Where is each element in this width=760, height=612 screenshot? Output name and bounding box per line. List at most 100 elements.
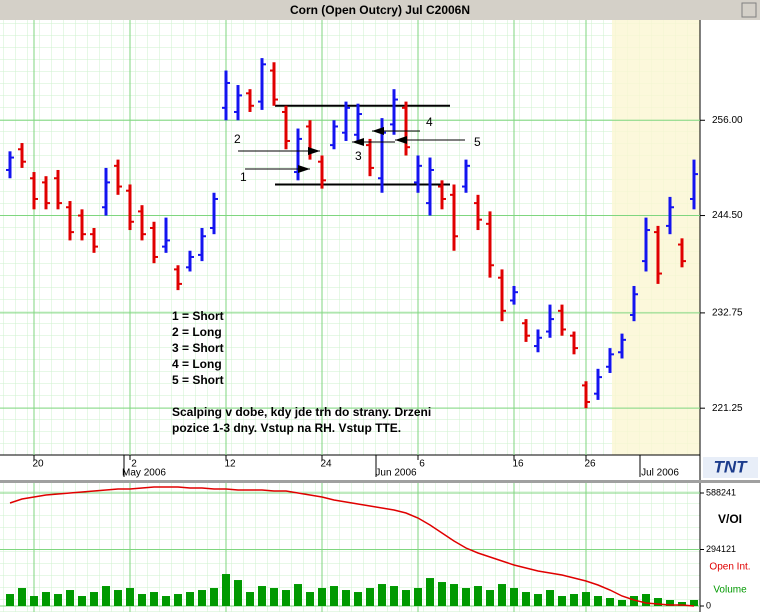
volume-bar: [402, 590, 410, 606]
x-tick-label: 12: [224, 459, 236, 470]
volume-bar: [258, 586, 266, 606]
volume-bar: [618, 600, 626, 606]
current-month-shade: [612, 20, 700, 455]
arrow-head: [308, 147, 320, 155]
arrow-label: 5: [474, 135, 481, 149]
volume-bar: [474, 586, 482, 606]
price-plot: [0, 20, 700, 455]
volume-bar: [42, 592, 50, 606]
volume-bar: [114, 590, 122, 606]
volume-bar: [378, 584, 386, 606]
x-tick-label: 24: [320, 459, 332, 470]
note: 2 = Long: [172, 325, 222, 339]
volume-bar: [450, 584, 458, 606]
volume-bar: [678, 602, 686, 606]
volume-bar: [498, 584, 506, 606]
y-tick-label: 232.75: [712, 308, 743, 319]
x-tick-label: 2: [131, 459, 137, 470]
volume-bar: [222, 574, 230, 606]
volume-bar: [414, 588, 422, 606]
x-tick-label: 16: [512, 459, 524, 470]
volume-bar: [78, 596, 86, 606]
volume-bar: [90, 592, 98, 606]
legend-entry: Open Int.: [709, 562, 750, 573]
month-label: Jul 2006: [641, 468, 679, 479]
volume-bar: [390, 586, 398, 606]
volume-bar: [630, 596, 638, 606]
volume-bar: [522, 592, 530, 606]
y-tick-label: 0: [706, 600, 711, 610]
arrow-head: [372, 127, 384, 135]
x-tick-label: 20: [32, 459, 44, 470]
x-tick-label: 6: [419, 459, 425, 470]
note: 4 = Long: [172, 357, 222, 371]
volume-bar: [174, 594, 182, 606]
volume-bar: [570, 594, 578, 606]
arrow-label: 2: [234, 132, 241, 146]
volume-bar: [462, 588, 470, 606]
volume-bar: [138, 594, 146, 606]
chart-title: Corn (Open Outcry) Jul C2006N: [290, 3, 470, 17]
panel-divider: [0, 480, 760, 483]
x-tick-label: 26: [584, 459, 596, 470]
volume-bar: [198, 590, 206, 606]
note: 5 = Short: [172, 373, 224, 387]
arrow-head: [395, 136, 407, 144]
volume-bar: [150, 592, 158, 606]
volume-bar: [30, 596, 38, 606]
volume-bar: [294, 584, 302, 606]
volume-bar: [666, 600, 674, 606]
volume-bar: [690, 600, 698, 606]
y-tick-label: 221.25: [712, 403, 743, 414]
volume-bar: [606, 598, 614, 606]
volume-bar: [234, 580, 242, 606]
volume-bar: [354, 592, 362, 606]
month-label: Jun 2006: [375, 468, 417, 479]
y-tick-label: 244.50: [712, 210, 743, 221]
volume-bar: [126, 588, 134, 606]
volume-bar: [6, 594, 14, 606]
volume-bar: [534, 594, 542, 606]
logo: TNT: [713, 457, 748, 476]
close-button[interactable]: [741, 2, 757, 18]
y-tick-label: 588241: [706, 487, 736, 497]
volume-bar: [66, 590, 74, 606]
volume-bar: [306, 592, 314, 606]
volume-bar: [186, 592, 194, 606]
open-interest-line: [9, 486, 695, 607]
title-bar: [0, 0, 760, 20]
comment: pozice 1-3 dny. Vstup na RH. Vstup TTE.: [172, 421, 401, 435]
volume-bar: [546, 590, 554, 606]
volume-bar: [582, 592, 590, 606]
volume-bar: [342, 590, 350, 606]
arrow-label: 4: [426, 115, 433, 129]
legend-entry: Volume: [713, 585, 747, 596]
month-label: May 2006: [122, 468, 166, 479]
arrow-label: 3: [355, 149, 362, 163]
arrow-label: 1: [240, 170, 247, 184]
volume-bar: [270, 588, 278, 606]
volume-bar: [426, 578, 434, 606]
volume-bar: [330, 586, 338, 606]
y-tick-label: 294121: [706, 544, 736, 554]
volume-bar: [642, 594, 650, 606]
panel-title: V/OI: [718, 512, 742, 526]
volume-bar: [282, 590, 290, 606]
volume-bar: [54, 594, 62, 606]
volume-bar: [510, 588, 518, 606]
volume-bar: [210, 588, 218, 606]
volume-bar: [558, 596, 566, 606]
volume-bar: [654, 598, 662, 606]
volume-bar: [438, 582, 446, 606]
note: 1 = Short: [172, 309, 224, 323]
arrow-head: [352, 138, 364, 146]
note: 3 = Short: [172, 341, 224, 355]
volume-bar: [486, 590, 494, 606]
volume-bar: [18, 588, 26, 606]
volume-bar: [594, 596, 602, 606]
volume-bar: [246, 592, 254, 606]
volume-bar: [318, 588, 326, 606]
